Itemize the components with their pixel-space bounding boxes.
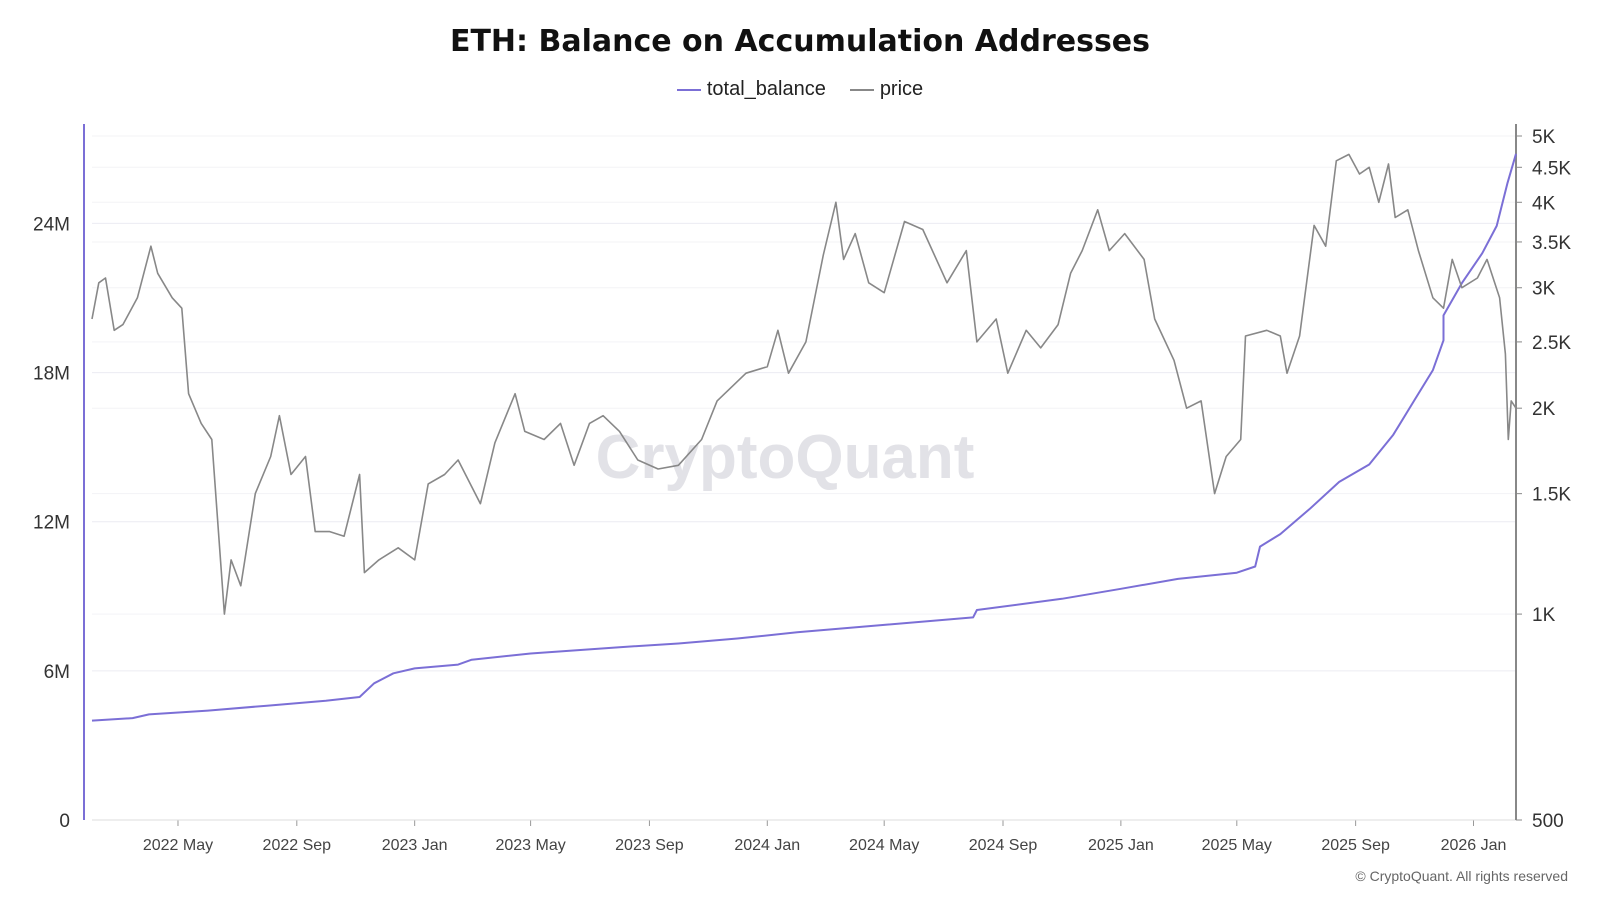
x-tick-label: 2026 Jan (1441, 837, 1507, 854)
chart-title: ETH: Balance on Accumulation Addresses (449, 24, 1151, 59)
y-left-tick-label: 12M (33, 513, 70, 534)
x-tick-label: 2023 May (495, 837, 565, 854)
y-right-tick-label: 2K (1532, 399, 1556, 420)
legend-swatch-price (849, 88, 874, 91)
y-left-tick-label: 0 (59, 811, 70, 832)
tick-labels: 0 6M 12M 18M 24M 500 1K 1.5K 2K 2.5K 3K 3.5K 4K 4.5K 5… (33, 127, 1571, 854)
legend-item-total-balance[interactable]: total_balance (676, 78, 826, 101)
y-right-tick-label: 5K (1532, 127, 1556, 148)
x-tick-label: 2025 May (1202, 837, 1272, 854)
legend-swatch-total-balance (676, 88, 701, 91)
y-right-tick-label: 500 (1532, 811, 1564, 832)
x-tick-label: 2023 Sep (615, 837, 684, 854)
legend-label-total-balance: total_balance (706, 78, 826, 100)
copyright-notice: © CryptoQuant. All rights reserved (1355, 868, 1568, 884)
x-tick-label: 2024 Jan (734, 837, 800, 854)
y-right-tick-label: 3.5K (1532, 233, 1571, 254)
x-tick-label: 2022 May (143, 837, 213, 854)
y-left-tick-label: 6M (44, 662, 70, 683)
legend-item-price[interactable]: price (849, 78, 924, 101)
axes (83, 124, 1522, 826)
x-tick-label: 2024 May (849, 837, 919, 854)
y-right-tick-label: 1K (1532, 605, 1556, 626)
series-line-price (91, 153, 1517, 615)
series-lines (91, 153, 1517, 722)
x-tick-label: 2025 Sep (1321, 837, 1390, 854)
y-right-tick-label: 3K (1532, 279, 1556, 300)
y-left-tick-label: 18M (33, 364, 70, 385)
y-right-tick-label: 4.5K (1532, 158, 1571, 179)
legend-label-price: price (879, 78, 924, 100)
y-right-tick-label: 4K (1532, 193, 1556, 214)
x-tick-label: 2022 Sep (263, 837, 332, 854)
x-tick-label: 2024 Sep (969, 837, 1038, 854)
x-tick-label: 2023 Jan (382, 837, 448, 854)
legend: total_balance price (0, 78, 1600, 101)
y-left-tick-label: 24M (33, 214, 70, 235)
y-right-tick-label: 1.5K (1532, 485, 1571, 506)
x-tick-label: 2025 Jan (1088, 837, 1154, 854)
y-right-tick-label: 2.5K (1532, 333, 1571, 354)
watermark: CryptoQuant (596, 423, 975, 492)
series-line-total-balance (91, 153, 1517, 722)
